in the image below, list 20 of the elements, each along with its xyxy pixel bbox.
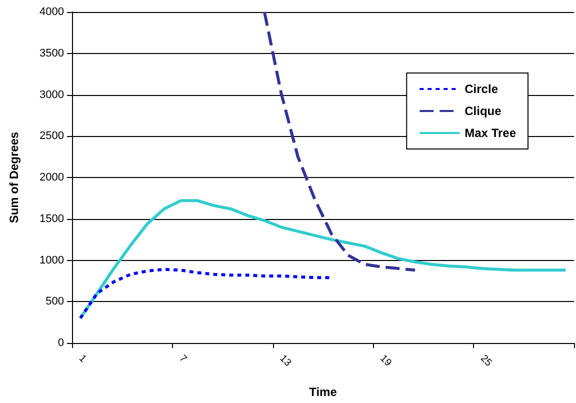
y-tick-label: 2000 [40,172,64,184]
y-tick-label: 1500 [40,212,64,225]
x-tick-label: 13 [277,353,294,370]
y-tick-label: 2500 [40,130,64,142]
y-tick-label: 1000 [40,254,64,266]
legend-label: Clique [464,104,502,118]
x-tick-label: 7 [176,353,189,366]
line-series [262,10,417,272]
y-tick-label: 3500 [40,47,64,60]
y-tick-label: 0 [58,337,64,349]
x-axis-title: Time [309,385,338,399]
y-tick-label: 3000 [40,88,64,101]
legend-label: Max Tree [464,126,516,140]
y-tick-label: 4000 [40,6,64,18]
x-tick-label: 1 [76,353,88,366]
y-axis-title: Sum of Degrees [7,131,21,224]
x-tick-label: 19 [378,353,394,370]
legend-label: Circle [464,82,498,96]
y-tick-label: 500 [46,296,64,308]
x-tick-label: 25 [478,353,494,370]
